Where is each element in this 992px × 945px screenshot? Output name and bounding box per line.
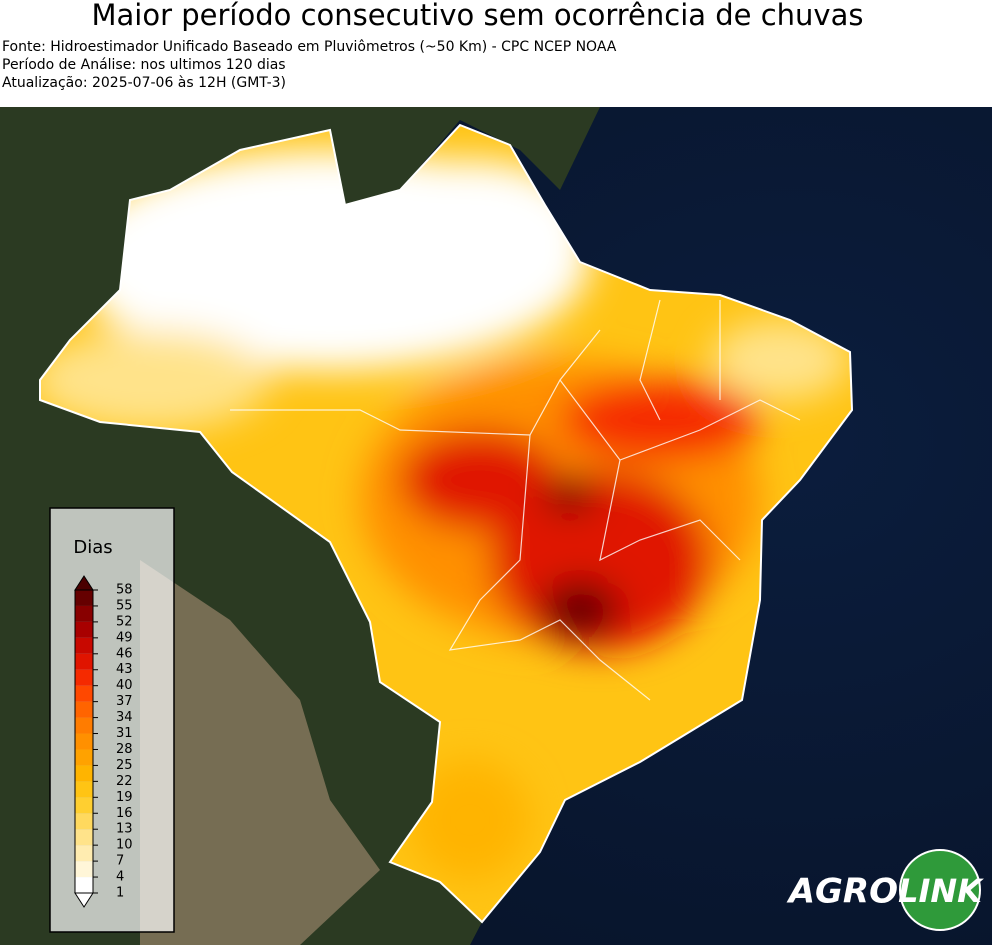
colorbar-tick-label: 7 <box>116 854 124 869</box>
colorbar-segment <box>75 877 93 893</box>
land-arid <box>140 560 380 945</box>
colorbar-segment <box>75 717 93 734</box>
logo-right: LINK <box>898 872 984 910</box>
colorbar-segment <box>75 653 93 670</box>
colorbar-tick-label: 13 <box>116 822 133 837</box>
colorbar-segment <box>75 669 93 686</box>
map: Dias 14710131619222528313437404346495255… <box>0 107 992 945</box>
colorbar-segment <box>75 590 93 606</box>
state-borders <box>230 299 801 701</box>
colorbar-segment <box>75 637 93 654</box>
colorbar-tick-label: 55 <box>116 598 133 613</box>
colorbar-tick-label: 37 <box>116 694 133 709</box>
colorbar-frame <box>74 589 94 894</box>
colorbar-tick-label: 22 <box>116 774 133 789</box>
colorbar-tick-label: 1 <box>116 886 124 901</box>
logo: AGRO LINK <box>786 849 984 931</box>
legend: Dias 14710131619222528313437404346495255… <box>49 507 175 933</box>
colorbar-segment <box>75 605 93 622</box>
colorbar-segment <box>75 797 93 814</box>
colorbar-tick-label: 49 <box>116 630 133 645</box>
colorbar-segment <box>75 749 93 766</box>
colorbar-tick-label: 10 <box>116 838 133 853</box>
colorbar-segment <box>75 765 93 782</box>
colorbar-tick-label: 46 <box>116 646 133 661</box>
colorbar-tick-label: 31 <box>116 726 133 741</box>
colorbar-segment <box>75 829 93 846</box>
colorbar-tick-label: 34 <box>116 710 133 725</box>
colorbar-tick-label: 43 <box>116 662 133 677</box>
colorbar-tick-label: 25 <box>116 758 133 773</box>
colorbar-segment <box>75 701 93 718</box>
colorbar-segment <box>75 845 93 862</box>
legend-box <box>49 507 175 933</box>
colorbar-segment <box>75 861 93 878</box>
legend-title: Dias <box>73 537 112 558</box>
colorbar-tick-label: 19 <box>116 790 133 805</box>
logo-circle <box>899 849 981 931</box>
colorbar-tick-label: 40 <box>116 678 133 693</box>
update-line: Atualização: 2025-07-06 às 12H (GMT-3) <box>2 75 286 91</box>
period-line: Período de Análise: nos ultimos 120 dias <box>2 57 286 73</box>
colorbar-segment <box>75 621 93 638</box>
colorbar-tick-label: 16 <box>116 806 133 821</box>
logo-left: AGRO <box>786 872 898 912</box>
colorbar-tick-label: 52 <box>116 614 133 629</box>
source-line: Fonte: Hidroestimador Unificado Baseado … <box>2 39 617 55</box>
colorbar-segment <box>75 685 93 702</box>
colorbar-tick-label: 28 <box>116 742 133 757</box>
map-title: Maior período consecutivo sem ocorrência… <box>91 0 864 32</box>
colorbar-segment <box>75 813 93 830</box>
colorbar-tick-label: 4 <box>116 870 124 885</box>
colorbar-segment <box>75 781 93 798</box>
colorbar-tick-label: 58 <box>116 583 133 598</box>
colorbar-segment <box>75 733 93 750</box>
